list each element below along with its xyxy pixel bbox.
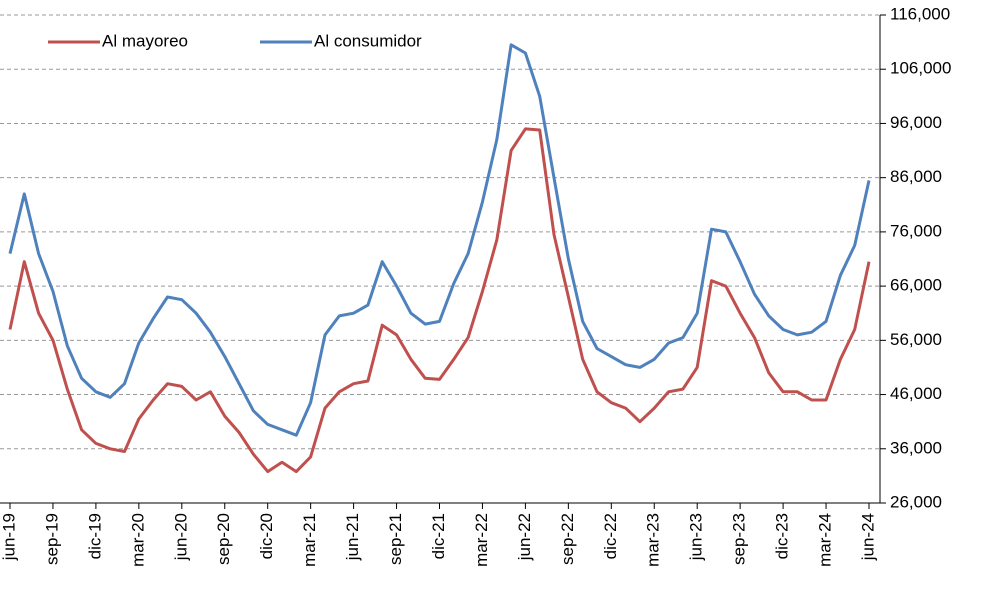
x-tick-label: mar-23: [644, 513, 663, 567]
y-tick-label: 76,000: [890, 221, 942, 240]
legend-label: Al mayoreo: [102, 31, 188, 50]
x-tick-label: dic-20: [257, 513, 276, 559]
x-tick-label: dic-21: [429, 513, 448, 559]
line-series: [8, 127, 871, 474]
x-tick-label: jun-24: [858, 513, 877, 561]
x-tick-label: sep-20: [214, 513, 233, 565]
line-series: [8, 43, 871, 437]
x-tick-label: mar-21: [300, 513, 319, 567]
x-tick-label: mar-20: [128, 513, 147, 567]
x-tick-label: sep-23: [730, 513, 749, 565]
x-tick-label: dic-19: [85, 513, 104, 559]
y-tick-label: 46,000: [890, 384, 942, 403]
y-tick-label: 96,000: [890, 113, 942, 132]
x-tick-label: mar-22: [472, 513, 491, 567]
x-tick-label: mar-24: [816, 513, 835, 567]
y-tick-label: 56,000: [890, 330, 942, 349]
x-tick-label: jun-23: [687, 513, 706, 561]
x-tick-label: jun-22: [515, 513, 534, 561]
y-tick-label: 26,000: [890, 492, 942, 511]
y-tick-label: 116,000: [890, 4, 950, 23]
x-tick-label: dic-23: [773, 513, 792, 559]
x-tick-label: jun-20: [171, 513, 190, 561]
x-tick-label: sep-21: [386, 513, 405, 565]
x-tick-label: sep-19: [42, 513, 61, 565]
y-tick-label: 66,000: [890, 276, 942, 295]
x-tick-label: sep-22: [558, 513, 577, 565]
x-tick-label: jun-19: [0, 513, 18, 561]
x-tick-label: jun-21: [343, 513, 362, 561]
x-tick-label: dic-22: [601, 513, 620, 559]
y-tick-label: 36,000: [890, 438, 942, 457]
y-tick-label: 86,000: [890, 167, 942, 186]
legend-label: Al consumidor: [314, 31, 422, 50]
y-tick-label: 106,000: [890, 59, 951, 78]
